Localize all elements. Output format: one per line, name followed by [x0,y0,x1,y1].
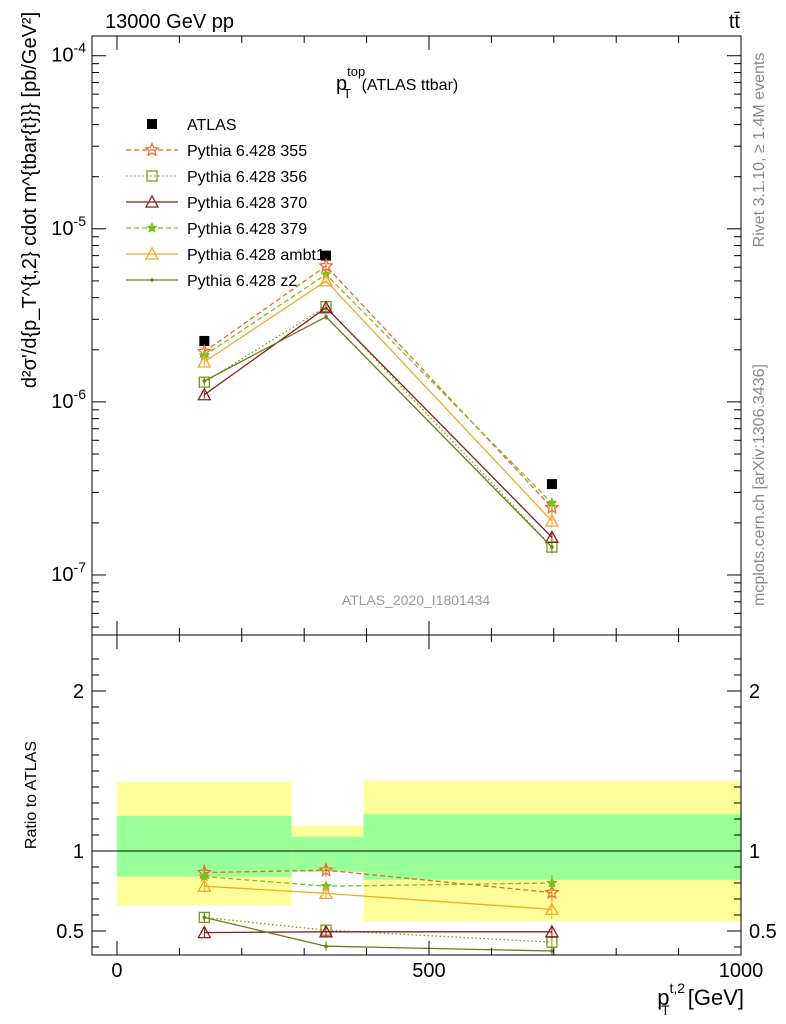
ratio-ytick-label-right: 0.5 [749,921,777,943]
ratio-point-3-2 [546,876,558,888]
legend-marker-1 [144,141,160,157]
main-point-5-1 [318,273,334,287]
main-series-line-6 [204,316,553,548]
ratio-series-line-1 [204,916,552,943]
ratio-point-2-1 [318,924,334,938]
ratio-point-2-0 [197,925,212,939]
ratio-point-5-2 [550,949,554,953]
main-ytick-label: 10-5 [51,213,86,240]
ratio-panel-series [196,862,560,956]
ratio-axis-ticks: 0 500 1000 0.5 0.5 1 1 2 2 [56,635,777,982]
legend-label-1: Pythia 6.428 355 [187,143,307,160]
header-left: 13000 GeV pp [105,11,234,33]
legend-marker-5 [144,246,160,260]
rivet-version-label: Rivet 3.1.10, ≥ 1.4M events [751,53,768,248]
ratio-y-axis-label: Ratio to ATLAS [23,741,40,849]
main-point-5-0 [197,354,212,368]
legend-marker-0 [147,119,157,129]
main-axis-ticks: 10-7 10-6 10-5 10-4 [51,36,742,635]
ratio-series-line-2 [204,931,552,934]
ratio-point-4-1 [318,886,334,900]
legend-label-6: Pythia 6.428 z2 [187,273,297,290]
main-point-5-2 [544,513,560,527]
legend-label-2: Pythia 6.428 356 [187,169,307,186]
main-point-6-0 [202,379,207,383]
main-point-1-2 [544,499,560,515]
ratio-ytick-label: 1 [73,841,84,863]
ratio-point-4-2 [544,902,560,916]
main-series-line-1 [203,265,553,509]
main-point-2-0 [198,376,210,388]
main-y-axis-label: d²σ'/d{p_T^{t,2} cdot m^{tbar{t}}} [pb/G… [19,12,41,388]
main-series-line-2 [203,305,553,548]
header-right: tt̄ [729,11,741,33]
ratio-point-4-0 [197,878,212,892]
ratio-ytick-label: 2 [73,681,84,703]
mcplots-label: mcplots.cern.ch [arXiv:1306.3436] [751,364,768,606]
legend-label-5: Pythia 6.428 ambt1 [187,247,325,264]
main-point-0-2 [546,479,557,490]
main-point-0-1 [321,250,332,261]
svg-text:d²σ'/d{p_T^{t,2} cdot m^{tbar{: d²σ'/d{p_T^{t,2} cdot m^{tbar{t}}} [pb/G… [19,12,41,388]
x-axis-label: pt,2 T [GeV] [657,980,744,1018]
ratio-ytick-label-right: 1 [749,841,760,863]
x-tick-label: 0 [111,960,122,982]
legend-marker-6 [150,278,154,282]
plot-title: ptop T (ATLAS ttbar) [336,64,458,101]
band-inner-2 [363,814,741,880]
main-ytick-label: 10-6 [51,386,86,413]
main-ytick-label: 10-4 [51,40,86,67]
ratio-point-1-0 [198,911,210,924]
main-point-4-2 [546,497,558,509]
main-point-6-1 [324,315,328,319]
main-ytick-label: 10-7 [51,559,86,586]
x-tick-label: 500 [412,960,445,982]
main-panel-series [196,250,560,554]
ratio-ytick-label-right: 2 [749,681,760,703]
legend-marker-4 [146,221,158,233]
main-point-3-1 [318,300,334,314]
legend-marker-2 [146,170,158,182]
main-point-3-0 [197,387,212,401]
ratio-panel-frame [91,634,742,956]
legend-label-0: ATLAS [187,117,237,134]
ratio-point-5-1 [324,944,328,948]
main-series-line-4 [203,273,553,504]
main-point-6-2 [550,545,554,549]
ratio-point-0-1 [318,862,334,877]
main-point-0-0 [199,335,210,346]
x-tick-label: 1000 [719,960,764,982]
legend-marker-3 [144,194,160,208]
legend-label-4: Pythia 6.428 379 [187,221,307,238]
main-series-line-3 [203,306,553,538]
ratio-point-2-2 [544,924,560,938]
legend-label-3: Pythia 6.428 370 [187,195,307,212]
analysis-watermark: ATLAS_2020_I1801434 [342,592,491,608]
ratio-point-5-0 [202,915,207,920]
ratio-ytick-label: 0.5 [56,921,84,943]
legend: ATLAS Pythia 6.428 355 Pythia 6.428 356 Pyt… [126,117,325,290]
ratio-point-0-2 [544,884,560,900]
